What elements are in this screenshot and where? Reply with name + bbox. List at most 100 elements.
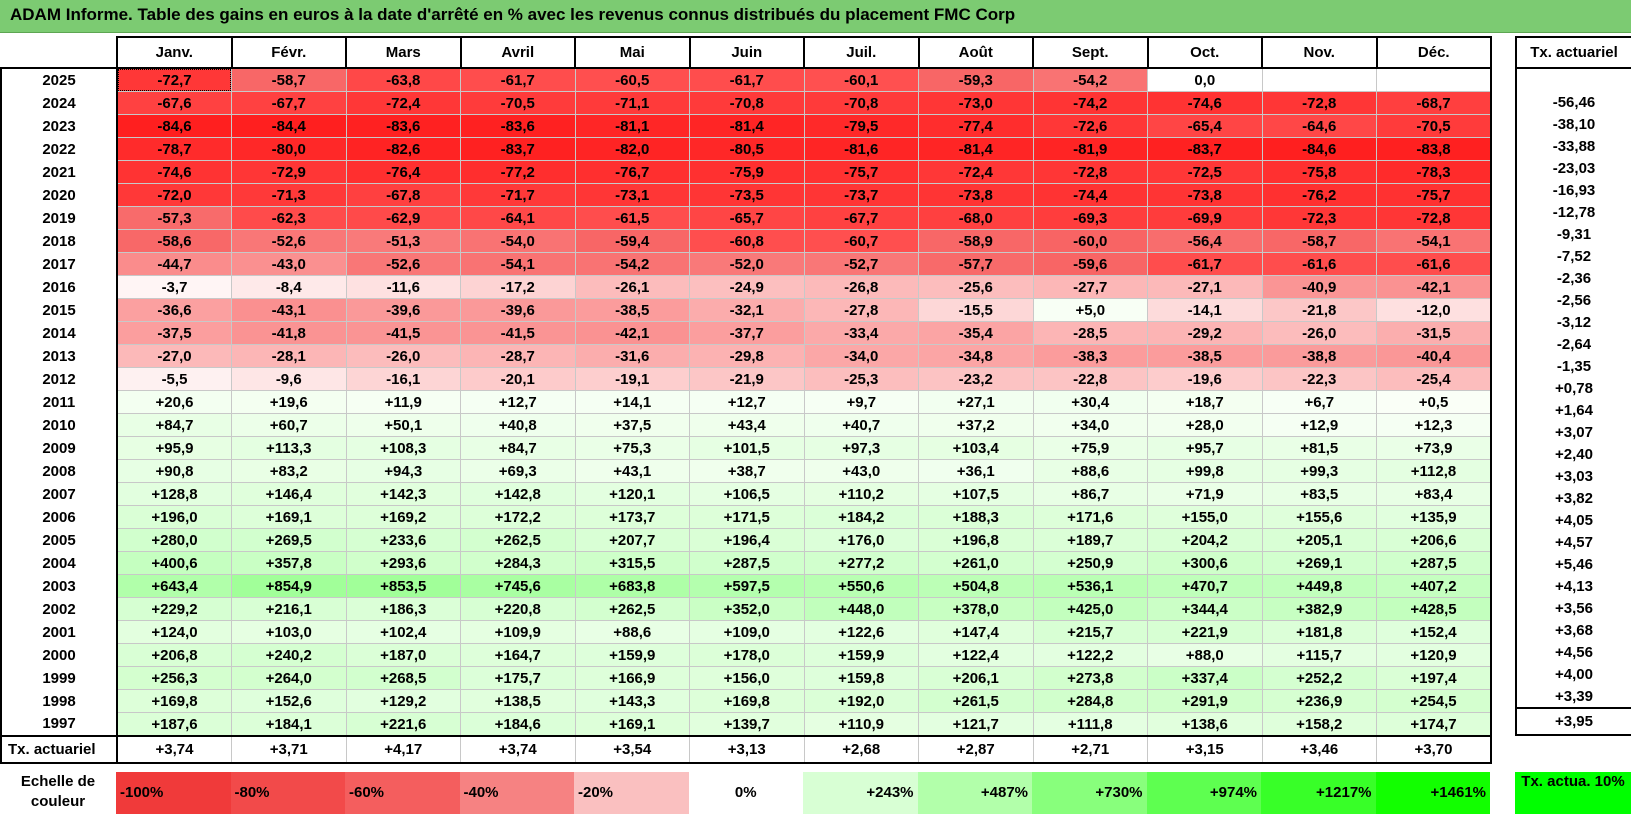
gain-cell[interactable]: +378,0 [918, 597, 1034, 621]
gain-cell[interactable]: -72,8 [1261, 91, 1377, 115]
gain-cell[interactable]: -84,4 [231, 114, 347, 138]
gain-cell[interactable]: -26,0 [345, 344, 461, 368]
gain-cell[interactable]: +43,0 [803, 459, 919, 483]
gain-cell[interactable]: +88,6 [1032, 459, 1148, 483]
gain-cell[interactable]: +159,9 [574, 643, 690, 667]
gain-cell[interactable]: +187,6 [116, 712, 232, 737]
gain-cell[interactable]: +142,3 [345, 482, 461, 506]
gain-cell[interactable]: -58,9 [918, 229, 1034, 253]
gain-cell[interactable]: -19,6 [1147, 367, 1263, 391]
gain-cell[interactable]: -20,1 [460, 367, 576, 391]
gain-cell[interactable]: -72,9 [231, 160, 347, 184]
gain-cell[interactable]: +81,5 [1261, 436, 1377, 460]
actuarial-cell[interactable]: +4,57 [1515, 531, 1631, 553]
actuarial-cell[interactable]: +4,05 [1515, 509, 1631, 531]
gain-cell[interactable]: -41,5 [460, 321, 576, 345]
gain-cell[interactable]: -9,6 [231, 367, 347, 391]
gain-cell[interactable]: -40,4 [1376, 344, 1492, 368]
gain-cell[interactable]: -75,8 [1261, 160, 1377, 184]
gain-cell[interactable]: -83,6 [345, 114, 461, 138]
gain-cell[interactable]: -73,5 [689, 183, 805, 207]
gain-cell[interactable]: -58,6 [116, 229, 232, 253]
gain-cell[interactable]: -52,0 [689, 252, 805, 276]
gain-cell[interactable]: -41,5 [345, 321, 461, 345]
gain-cell[interactable]: +216,1 [231, 597, 347, 621]
gain-cell[interactable]: +60,7 [231, 413, 347, 437]
gain-cell[interactable]: +315,5 [574, 551, 690, 575]
gain-cell[interactable]: +50,1 [345, 413, 461, 437]
gain-cell[interactable]: +252,2 [1261, 666, 1377, 690]
gain-cell[interactable]: +470,7 [1147, 574, 1263, 598]
gain-cell[interactable]: -27,1 [1147, 275, 1263, 299]
gain-cell[interactable]: -35,4 [918, 321, 1034, 345]
gain-cell[interactable]: +273,8 [1032, 666, 1148, 690]
gain-cell[interactable]: +6,7 [1261, 390, 1377, 414]
gain-cell[interactable]: -26,1 [574, 275, 690, 299]
gain-cell[interactable]: -8,4 [231, 275, 347, 299]
actuarial-cell[interactable]: +3,03 [1515, 465, 1631, 487]
gain-cell[interactable]: +178,0 [689, 643, 805, 667]
gain-cell[interactable]: +166,9 [574, 666, 690, 690]
gain-cell[interactable]: +504,8 [918, 574, 1034, 598]
gain-cell[interactable]: +428,5 [1376, 597, 1492, 621]
gain-cell[interactable]: +109,9 [460, 620, 576, 644]
gain-cell[interactable]: +254,5 [1376, 689, 1492, 713]
gain-cell[interactable]: -75,7 [803, 160, 919, 184]
gain-cell[interactable]: -11,6 [345, 275, 461, 299]
gain-cell[interactable]: +102,4 [345, 620, 461, 644]
gain-cell[interactable]: -37,7 [689, 321, 805, 345]
gain-cell[interactable]: -71,3 [231, 183, 347, 207]
gain-cell[interactable]: +84,7 [460, 436, 576, 460]
gain-cell[interactable]: -74,6 [1147, 91, 1263, 115]
gain-cell[interactable]: +206,8 [116, 643, 232, 667]
gain-cell[interactable]: -43,0 [231, 252, 347, 276]
gain-cell[interactable]: -60,8 [689, 229, 805, 253]
gain-cell[interactable]: -74,2 [1032, 91, 1148, 115]
gain-cell[interactable]: +184,1 [231, 712, 347, 737]
gain-cell[interactable]: +382,9 [1261, 597, 1377, 621]
gain-cell[interactable]: -59,6 [1032, 252, 1148, 276]
gain-cell[interactable]: -38,5 [1147, 344, 1263, 368]
gain-cell[interactable]: -59,3 [918, 67, 1034, 92]
gain-cell[interactable]: -32,1 [689, 298, 805, 322]
gain-cell[interactable]: -60,5 [574, 67, 690, 92]
gain-cell[interactable]: 0,0 [1147, 67, 1263, 92]
gain-cell[interactable]: +37,5 [574, 413, 690, 437]
gain-cell[interactable]: +284,8 [1032, 689, 1148, 713]
gain-cell[interactable]: +220,8 [460, 597, 576, 621]
gain-cell[interactable]: +20,6 [116, 390, 232, 414]
gain-cell[interactable]: +357,8 [231, 551, 347, 575]
gain-cell[interactable]: +240,2 [231, 643, 347, 667]
gain-cell[interactable]: +142,8 [460, 482, 576, 506]
actuarial-cell[interactable]: +3,39 [1515, 685, 1631, 708]
gain-cell[interactable]: +277,2 [803, 551, 919, 575]
gain-cell[interactable]: -83,6 [460, 114, 576, 138]
gain-cell[interactable]: +184,6 [460, 712, 576, 737]
gain-cell[interactable]: +300,6 [1147, 551, 1263, 575]
gain-cell[interactable]: -21,9 [689, 367, 805, 391]
gain-cell[interactable]: -16,1 [345, 367, 461, 391]
gain-cell[interactable]: +120,1 [574, 482, 690, 506]
gain-cell[interactable]: -41,8 [231, 321, 347, 345]
gain-cell[interactable]: -81,4 [689, 114, 805, 138]
gain-cell[interactable]: -52,6 [345, 252, 461, 276]
gain-cell[interactable]: +262,5 [574, 597, 690, 621]
gain-cell[interactable]: +550,6 [803, 574, 919, 598]
gain-cell[interactable]: +205,1 [1261, 528, 1377, 552]
gain-cell[interactable]: +88,6 [574, 620, 690, 644]
gain-cell[interactable]: -64,1 [460, 206, 576, 230]
gain-cell[interactable]: +12,7 [689, 390, 805, 414]
gain-cell[interactable]: +291,9 [1147, 689, 1263, 713]
gain-cell[interactable]: -5,5 [116, 367, 232, 391]
gain-cell[interactable]: +164,7 [460, 643, 576, 667]
gain-cell[interactable]: -72,4 [345, 91, 461, 115]
actuarial-cell[interactable]: +4,56 [1515, 641, 1631, 663]
gain-cell[interactable]: +169,1 [574, 712, 690, 737]
gain-cell[interactable]: -83,8 [1376, 137, 1492, 161]
gain-cell[interactable]: -38,5 [574, 298, 690, 322]
gain-cell[interactable]: -25,6 [918, 275, 1034, 299]
gain-cell[interactable]: +75,9 [1032, 436, 1148, 460]
gain-cell[interactable]: -73,0 [918, 91, 1034, 115]
gain-cell[interactable]: -29,2 [1147, 321, 1263, 345]
gain-cell[interactable]: +124,0 [116, 620, 232, 644]
